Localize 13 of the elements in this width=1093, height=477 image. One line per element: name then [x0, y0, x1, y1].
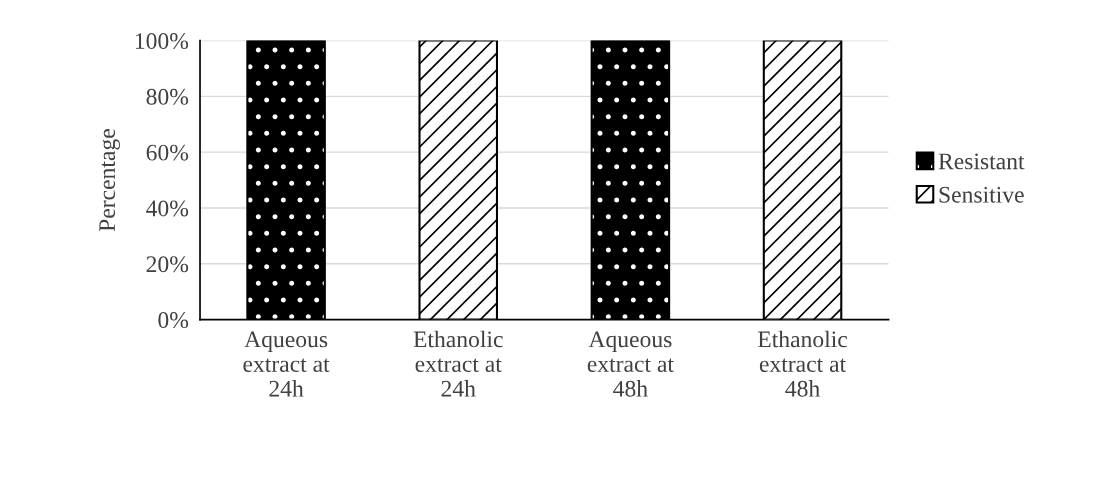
x-tick-label: Ethanolic extract at 48h	[757, 330, 848, 397]
y-tick-label: 0%	[158, 312, 189, 329]
y-tick-label: 60%	[146, 144, 189, 161]
y-axis-title: Percentage	[99, 129, 120, 232]
y-tick-label: 20%	[146, 256, 189, 273]
y-tick-label: 100%	[135, 33, 189, 50]
x-tick-label: Aqueous extract at 24h	[243, 331, 330, 397]
y-tick-label: 80%	[146, 88, 189, 105]
legend-label: Resistant	[938, 153, 1025, 170]
legend-label: Sensitive	[939, 186, 1024, 203]
x-tick-label: Aqueous extract at 48h	[587, 331, 674, 397]
y-tick-label: 40%	[146, 200, 189, 217]
x-tick-label: Ethanolic extract at 24h	[413, 330, 503, 397]
